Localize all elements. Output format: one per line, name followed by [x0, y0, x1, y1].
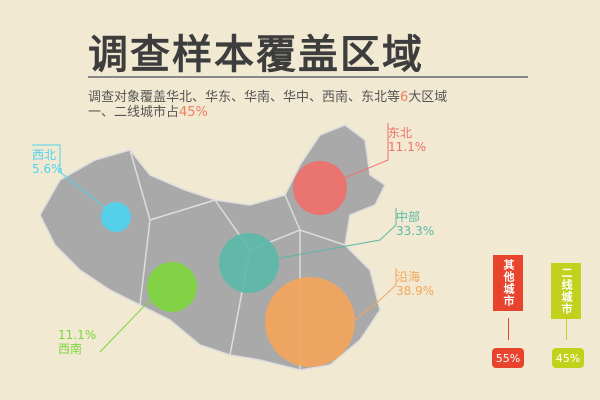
connector-line	[566, 318, 567, 340]
region-label: 东北 11.1%	[388, 126, 426, 154]
tier-cities-label: 二线城市	[551, 263, 581, 319]
region-name: 西北	[32, 148, 57, 162]
region-label: 西北 5.6%	[32, 148, 63, 176]
region-name: 东北	[388, 126, 413, 140]
region-name: 中部	[396, 210, 421, 224]
subtitle-number: 45%	[179, 105, 208, 120]
leader-line	[279, 208, 397, 259]
region-value: 38.9%	[396, 284, 435, 298]
region-value: 11.1%	[388, 140, 427, 154]
bubble-4	[147, 262, 197, 312]
leader-line	[32, 144, 109, 211]
region-value: 5.6%	[32, 162, 63, 176]
region-label: 中部 33.3%	[396, 210, 434, 238]
region-value: 33.3%	[396, 224, 435, 238]
tier-cities-percent: 45%	[552, 348, 584, 368]
other-cities-label: 其他城市	[493, 255, 523, 311]
subtitle-text: 调查对象覆盖华北、华东、华南、华中、西南、东北等	[88, 90, 401, 105]
region-name: 沿海	[396, 270, 421, 284]
title-divider	[88, 76, 528, 78]
bubble-3	[265, 277, 355, 367]
leader-line	[339, 123, 389, 181]
leader-line	[99, 299, 151, 353]
subtitle-text: 大区域	[408, 90, 448, 105]
leader-line	[354, 268, 397, 321]
bubble-0	[101, 202, 131, 232]
region-label: 沿海 38.9%	[396, 270, 434, 298]
region-label: 11.1% 西南	[58, 328, 96, 356]
page-title: 调查样本覆盖区域	[88, 32, 424, 78]
subtitle: 调查对象覆盖华北、华东、华南、华中、西南、东北等6大区域 一、二线城市占45%	[88, 90, 447, 120]
connector-line	[508, 318, 509, 340]
bubble-1	[293, 161, 347, 215]
bubble-2	[219, 233, 279, 293]
subtitle-number: 6	[400, 90, 409, 105]
region-name: 西南	[58, 342, 83, 356]
subtitle-text: 一、二线城市占	[88, 105, 180, 120]
other-cities-percent: 55%	[492, 348, 524, 368]
region-value: 11.1%	[58, 328, 97, 342]
